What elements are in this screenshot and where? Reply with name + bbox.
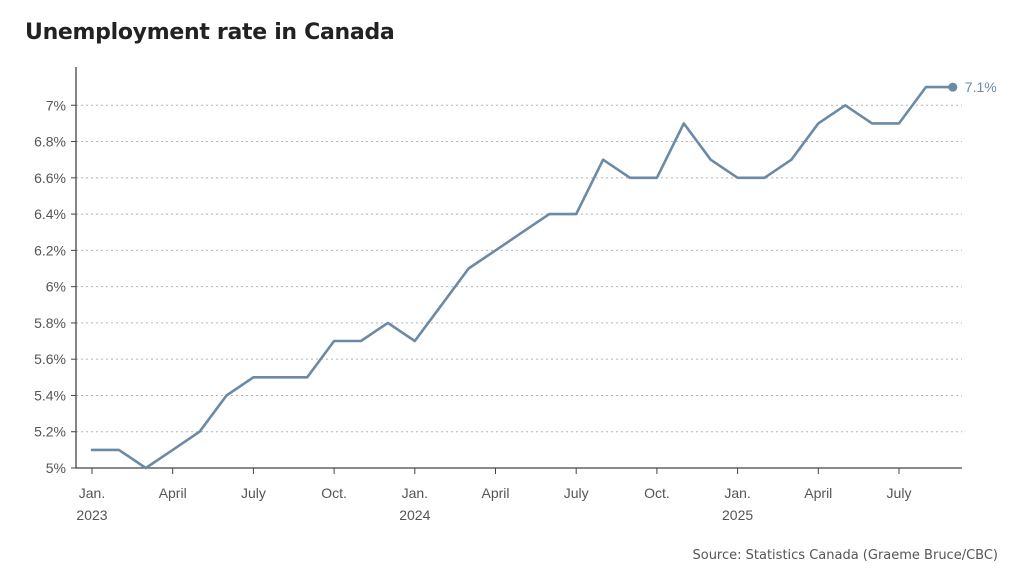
y-tick-label: 6.6% — [34, 170, 66, 186]
series-line — [90, 85, 955, 470]
x-tick-year-label: 2024 — [399, 507, 430, 523]
x-tick-label: April — [481, 485, 509, 501]
y-tick-label: 5% — [46, 460, 66, 476]
series-group: 7.1% — [90, 79, 997, 470]
y-tick-label: 6% — [46, 279, 66, 295]
y-tick-label: 5.4% — [34, 387, 66, 403]
y-tick-label: 5.6% — [34, 351, 66, 367]
end-point-label: 7.1% — [965, 79, 997, 95]
x-tick-label: July — [241, 485, 266, 501]
y-tick-label: 7% — [46, 97, 66, 113]
x-tick-label: Oct. — [321, 485, 347, 501]
x-tick-year-label: 2025 — [722, 507, 753, 523]
y-tick-label: 5.2% — [34, 424, 66, 440]
y-tick-label: 5.8% — [34, 315, 66, 331]
chart-title: Unemployment rate in Canada — [25, 20, 395, 45]
y-tick-label: 6.8% — [34, 134, 66, 150]
x-tick-label: July — [887, 485, 912, 501]
x-axis: Jan. 2023 April July Oct. Jan. 2024 April July Oc… — [76, 467, 962, 523]
source-note: Source: Statistics Canada (Graeme Bruce/… — [692, 548, 998, 563]
x-tick-label: July — [564, 485, 589, 501]
x-tick-label: Oct. — [644, 485, 670, 501]
y-tick-label: 6.4% — [34, 206, 66, 222]
y-axis: 5% 5.2% 5.4% 5.6% 5.8% 6% 6.2% 6.4% 6.6% 6.8% 7% — [34, 67, 77, 476]
x-tick-year-label: 2023 — [76, 507, 107, 523]
x-tick-label: Jan. — [724, 485, 750, 501]
x-tick-label: Jan. — [402, 485, 428, 501]
x-tick-label: April — [804, 485, 832, 501]
y-tick-label: 6.2% — [34, 242, 66, 258]
gridlines — [76, 104, 962, 433]
x-tick-label: Jan. — [79, 485, 105, 501]
x-tick-label: April — [159, 485, 187, 501]
end-point-marker — [948, 82, 958, 92]
